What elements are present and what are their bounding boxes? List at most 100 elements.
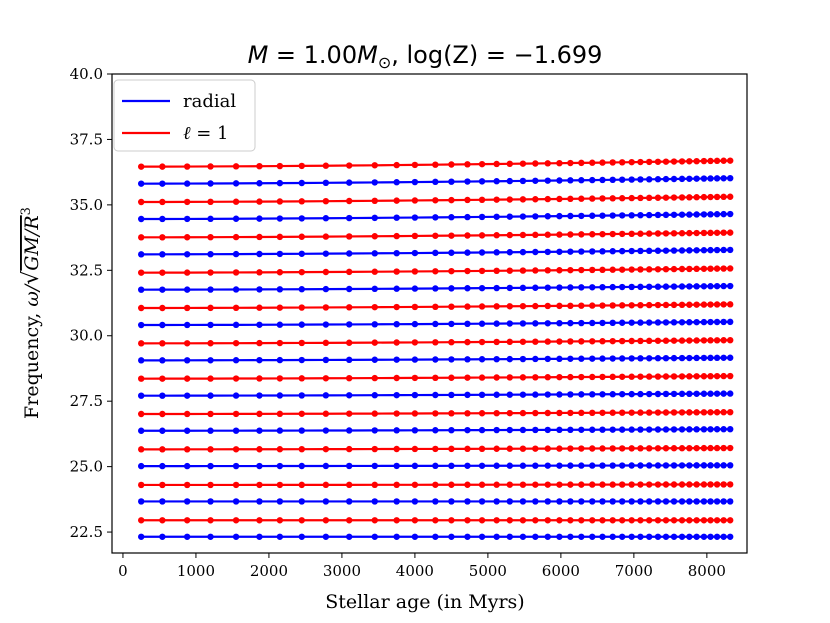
data-point bbox=[628, 390, 635, 398]
data-point bbox=[713, 211, 721, 218]
data-point bbox=[371, 233, 378, 240]
data-point bbox=[207, 198, 214, 206]
data-point bbox=[207, 233, 214, 241]
data-point bbox=[232, 375, 240, 382]
data-point bbox=[609, 373, 616, 381]
data-point bbox=[207, 340, 214, 347]
data-point bbox=[519, 196, 527, 203]
data-point bbox=[138, 198, 145, 206]
data-point bbox=[232, 321, 240, 329]
data-point bbox=[599, 355, 606, 362]
data-point bbox=[519, 462, 527, 469]
data-point bbox=[371, 303, 378, 311]
x-tick-label: 3000 bbox=[323, 562, 361, 580]
data-point bbox=[720, 246, 727, 254]
data-point bbox=[713, 481, 721, 488]
data-point bbox=[478, 445, 486, 452]
data-point bbox=[138, 481, 145, 489]
data-point bbox=[567, 445, 574, 452]
data-point bbox=[637, 266, 644, 273]
data-point bbox=[654, 211, 662, 219]
data-point bbox=[727, 354, 734, 361]
data-point bbox=[448, 303, 455, 310]
data-point bbox=[628, 498, 635, 505]
y-tick-label: 37.5 bbox=[70, 130, 103, 148]
data-point bbox=[506, 177, 513, 185]
data-point bbox=[618, 445, 626, 452]
data-point bbox=[720, 229, 727, 236]
data-point bbox=[519, 302, 527, 310]
data-point bbox=[183, 481, 191, 489]
data-point bbox=[519, 267, 527, 274]
data-point bbox=[609, 319, 616, 327]
data-point bbox=[720, 354, 727, 361]
data-point bbox=[346, 427, 353, 434]
data-point bbox=[707, 444, 714, 452]
data-point bbox=[478, 249, 486, 256]
data-point bbox=[532, 374, 539, 381]
data-point bbox=[478, 410, 486, 417]
data-point bbox=[159, 304, 166, 312]
series-radial-11 bbox=[138, 354, 734, 364]
x-tick-label: 2000 bbox=[250, 562, 288, 580]
data-point bbox=[207, 251, 214, 258]
data-point bbox=[159, 375, 166, 382]
data-point bbox=[432, 339, 439, 346]
data-point bbox=[411, 320, 419, 328]
data-point bbox=[693, 462, 700, 469]
data-point bbox=[138, 215, 145, 223]
data-point bbox=[646, 211, 653, 219]
data-point bbox=[493, 498, 500, 505]
data-point bbox=[720, 498, 727, 505]
data-point bbox=[713, 318, 721, 326]
data-point bbox=[448, 481, 455, 488]
data-point bbox=[544, 160, 551, 167]
data-point bbox=[678, 175, 686, 183]
data-point bbox=[686, 462, 693, 469]
data-point bbox=[346, 445, 353, 453]
data-point bbox=[567, 248, 574, 255]
data-point bbox=[448, 517, 455, 524]
data-point bbox=[567, 409, 574, 417]
data-point bbox=[544, 248, 551, 256]
data-point bbox=[628, 517, 635, 524]
data-point bbox=[654, 390, 662, 398]
data-point bbox=[371, 410, 378, 417]
data-point bbox=[589, 302, 596, 309]
data-point bbox=[589, 319, 596, 327]
data-point bbox=[138, 427, 145, 434]
data-point bbox=[322, 356, 330, 364]
data-point bbox=[371, 533, 378, 540]
data-point bbox=[159, 481, 166, 489]
data-point bbox=[298, 498, 305, 505]
data-point bbox=[609, 212, 616, 219]
data-point bbox=[411, 356, 419, 363]
data-point bbox=[207, 163, 214, 170]
data-point bbox=[654, 158, 662, 165]
data-point bbox=[432, 214, 439, 221]
data-point bbox=[448, 249, 455, 256]
data-point bbox=[578, 391, 585, 398]
data-point bbox=[628, 426, 635, 433]
series-l1-22 bbox=[138, 157, 734, 170]
data-point bbox=[138, 269, 145, 276]
data-point bbox=[678, 373, 686, 380]
data-point bbox=[432, 533, 439, 540]
data-point bbox=[432, 517, 439, 524]
data-point bbox=[322, 268, 330, 276]
data-point bbox=[519, 248, 527, 256]
data-point bbox=[727, 157, 734, 164]
data-point bbox=[411, 161, 419, 169]
data-point bbox=[567, 195, 574, 203]
data-point bbox=[686, 283, 693, 290]
data-point bbox=[618, 266, 626, 273]
data-point bbox=[662, 481, 670, 488]
data-point bbox=[720, 157, 727, 164]
data-point bbox=[678, 517, 686, 524]
data-point bbox=[727, 174, 734, 182]
data-point bbox=[432, 285, 439, 292]
x-axis-ticks: 0 1000 2000 3000 4000 5000 6000 7000 8000 bbox=[118, 553, 726, 580]
data-point bbox=[578, 533, 585, 540]
data-point bbox=[700, 481, 708, 488]
data-point bbox=[346, 410, 353, 417]
